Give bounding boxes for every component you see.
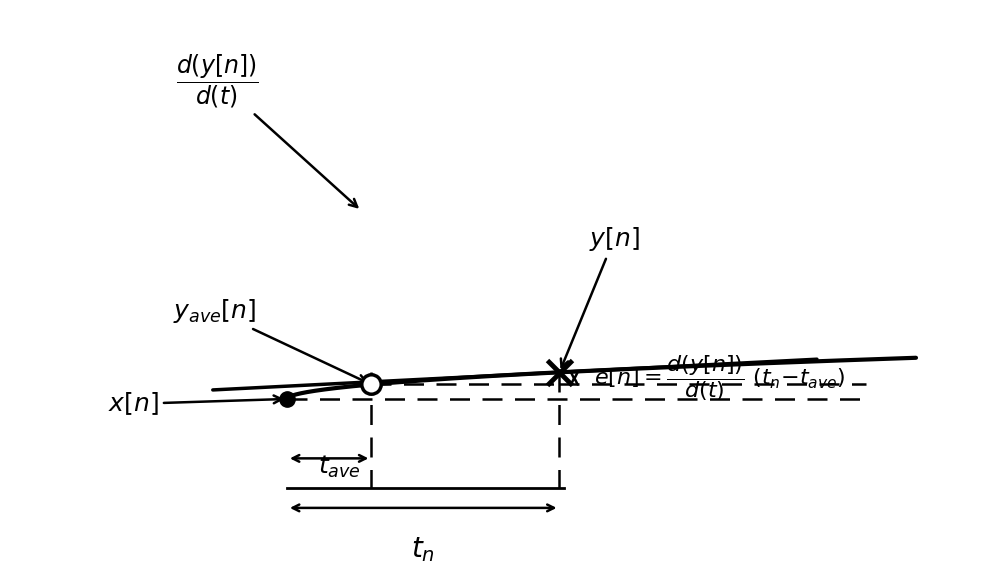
Text: $y_{ave}[n]$: $y_{ave}[n]$ xyxy=(173,297,366,382)
Text: $x[n]$: $x[n]$ xyxy=(108,390,281,417)
Text: $\dfrac{d(y[n])}{d(t)}$: $\dfrac{d(y[n])}{d(t)}$ xyxy=(176,52,357,207)
Text: $t_n$: $t_n$ xyxy=(411,535,435,564)
Text: $t_{ave}$: $t_{ave}$ xyxy=(318,454,360,480)
Text: $y[n]$: $y[n]$ xyxy=(561,226,639,367)
Text: $e[n]{=}\dfrac{d(y[n])}{d(t)}\ (t_n{-}t_{ave})$: $e[n]{=}\dfrac{d(y[n])}{d(t)}\ (t_n{-}t_… xyxy=(594,353,846,403)
